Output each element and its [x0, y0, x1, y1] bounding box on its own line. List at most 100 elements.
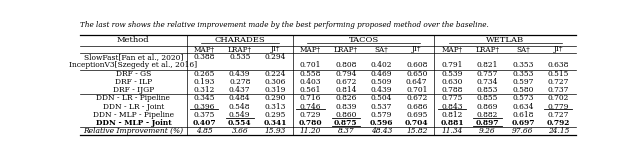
Text: 0.396: 0.396 — [194, 103, 215, 111]
Text: 0.437: 0.437 — [229, 86, 250, 94]
Text: 0.290: 0.290 — [264, 94, 286, 102]
Text: 0.484: 0.484 — [229, 94, 250, 102]
Text: 0.843: 0.843 — [442, 103, 463, 111]
Text: WETLAB: WETLAB — [486, 36, 524, 44]
Text: 0.672: 0.672 — [406, 94, 428, 102]
Text: 0.535: 0.535 — [229, 53, 250, 61]
Text: 0.312: 0.312 — [194, 86, 215, 94]
Text: 0.686: 0.686 — [406, 103, 428, 111]
Text: 0.579: 0.579 — [371, 111, 392, 119]
Text: 0.403: 0.403 — [300, 78, 321, 86]
Text: 0.402: 0.402 — [371, 61, 392, 69]
Text: 15.93: 15.93 — [264, 127, 286, 135]
Text: 0.650: 0.650 — [406, 70, 428, 78]
Text: 0.554: 0.554 — [228, 119, 252, 127]
Text: 0.278: 0.278 — [229, 78, 250, 86]
Text: 0.647: 0.647 — [406, 78, 428, 86]
Text: JI†: JI† — [271, 45, 280, 53]
Text: SA†: SA† — [516, 45, 530, 53]
Text: 0.812: 0.812 — [442, 111, 463, 119]
Text: 0.634: 0.634 — [512, 103, 534, 111]
Text: 0.792: 0.792 — [547, 119, 570, 127]
Text: 0.193: 0.193 — [194, 78, 215, 86]
Text: 0.737: 0.737 — [548, 86, 569, 94]
Text: 0.313: 0.313 — [264, 103, 286, 111]
Text: 0.597: 0.597 — [512, 78, 534, 86]
Text: 0.294: 0.294 — [264, 53, 286, 61]
Text: MAP†: MAP† — [442, 45, 463, 53]
Text: 0.881: 0.881 — [440, 119, 464, 127]
Text: 0.306: 0.306 — [264, 78, 286, 86]
Text: MAP†: MAP† — [300, 45, 321, 53]
Text: 0.701: 0.701 — [406, 86, 428, 94]
Text: 11.20: 11.20 — [300, 127, 321, 135]
Text: DDN - MLP - Joint: DDN - MLP - Joint — [95, 119, 171, 127]
Text: 0.596: 0.596 — [369, 119, 393, 127]
Text: 0.630: 0.630 — [442, 78, 463, 86]
Text: 0.757: 0.757 — [477, 70, 498, 78]
Text: 0.295: 0.295 — [264, 111, 286, 119]
Text: DRF - IJGP: DRF - IJGP — [113, 86, 154, 94]
Text: 4.85: 4.85 — [196, 127, 212, 135]
Text: 0.388: 0.388 — [194, 53, 215, 61]
Text: 11.34: 11.34 — [442, 127, 463, 135]
Text: 0.407: 0.407 — [193, 119, 216, 127]
Text: SA†: SA† — [374, 45, 388, 53]
Text: 0.794: 0.794 — [335, 70, 356, 78]
Text: 0.897: 0.897 — [476, 119, 499, 127]
Text: 0.549: 0.549 — [229, 111, 250, 119]
Text: 0.618: 0.618 — [512, 111, 534, 119]
Text: 0.779: 0.779 — [548, 103, 569, 111]
Text: 0.882: 0.882 — [477, 111, 498, 119]
Text: 0.716: 0.716 — [300, 94, 321, 102]
Text: 0.345: 0.345 — [193, 94, 215, 102]
Text: 0.746: 0.746 — [300, 103, 321, 111]
Text: DDN - LR - Joint: DDN - LR - Joint — [102, 103, 164, 111]
Text: 0.780: 0.780 — [299, 119, 323, 127]
Text: 0.439: 0.439 — [371, 86, 392, 94]
Text: 0.875: 0.875 — [334, 119, 358, 127]
Text: 9.26: 9.26 — [479, 127, 496, 135]
Text: 0.608: 0.608 — [406, 61, 428, 69]
Text: DDN - MLP - Pipeline: DDN - MLP - Pipeline — [93, 111, 174, 119]
Text: 0.509: 0.509 — [371, 78, 392, 86]
Text: 0.638: 0.638 — [548, 61, 569, 69]
Text: 3.66: 3.66 — [232, 127, 248, 135]
Text: SlowFast[Fan et al., 2020]: SlowFast[Fan et al., 2020] — [84, 53, 183, 61]
Text: 0.853: 0.853 — [477, 86, 498, 94]
Text: 0.265: 0.265 — [194, 70, 215, 78]
Text: DDN - LR - Pipeline: DDN - LR - Pipeline — [97, 94, 170, 102]
Text: 0.839: 0.839 — [335, 103, 356, 111]
Text: 0.580: 0.580 — [512, 86, 534, 94]
Text: 0.319: 0.319 — [264, 86, 286, 94]
Text: 0.860: 0.860 — [335, 111, 356, 119]
Text: 0.548: 0.548 — [229, 103, 250, 111]
Text: 0.537: 0.537 — [371, 103, 392, 111]
Text: 8.37: 8.37 — [338, 127, 354, 135]
Text: 0.558: 0.558 — [300, 70, 321, 78]
Text: 0.791: 0.791 — [442, 61, 463, 69]
Text: DRF - GS: DRF - GS — [116, 70, 151, 78]
Text: 0.515: 0.515 — [548, 70, 569, 78]
Text: 24.15: 24.15 — [548, 127, 569, 135]
Text: 0.727: 0.727 — [548, 78, 569, 86]
Text: 97.66: 97.66 — [512, 127, 534, 135]
Text: CHARADES: CHARADES — [214, 36, 265, 44]
Text: 0.788: 0.788 — [442, 86, 463, 94]
Text: 0.561: 0.561 — [300, 86, 321, 94]
Text: 0.729: 0.729 — [300, 111, 321, 119]
Text: 0.855: 0.855 — [477, 94, 498, 102]
Text: 0.224: 0.224 — [264, 70, 286, 78]
Text: 0.697: 0.697 — [511, 119, 534, 127]
Text: Relative Improvement (%): Relative Improvement (%) — [83, 127, 183, 135]
Text: 0.341: 0.341 — [264, 119, 287, 127]
Text: 0.808: 0.808 — [335, 61, 356, 69]
Text: TACOS: TACOS — [349, 36, 379, 44]
Text: 0.504: 0.504 — [371, 94, 392, 102]
Text: 0.826: 0.826 — [335, 94, 356, 102]
Text: 0.539: 0.539 — [442, 70, 463, 78]
Text: 0.727: 0.727 — [548, 111, 569, 119]
Text: 0.439: 0.439 — [229, 70, 250, 78]
Text: 0.353: 0.353 — [512, 70, 534, 78]
Text: 0.573: 0.573 — [512, 94, 534, 102]
